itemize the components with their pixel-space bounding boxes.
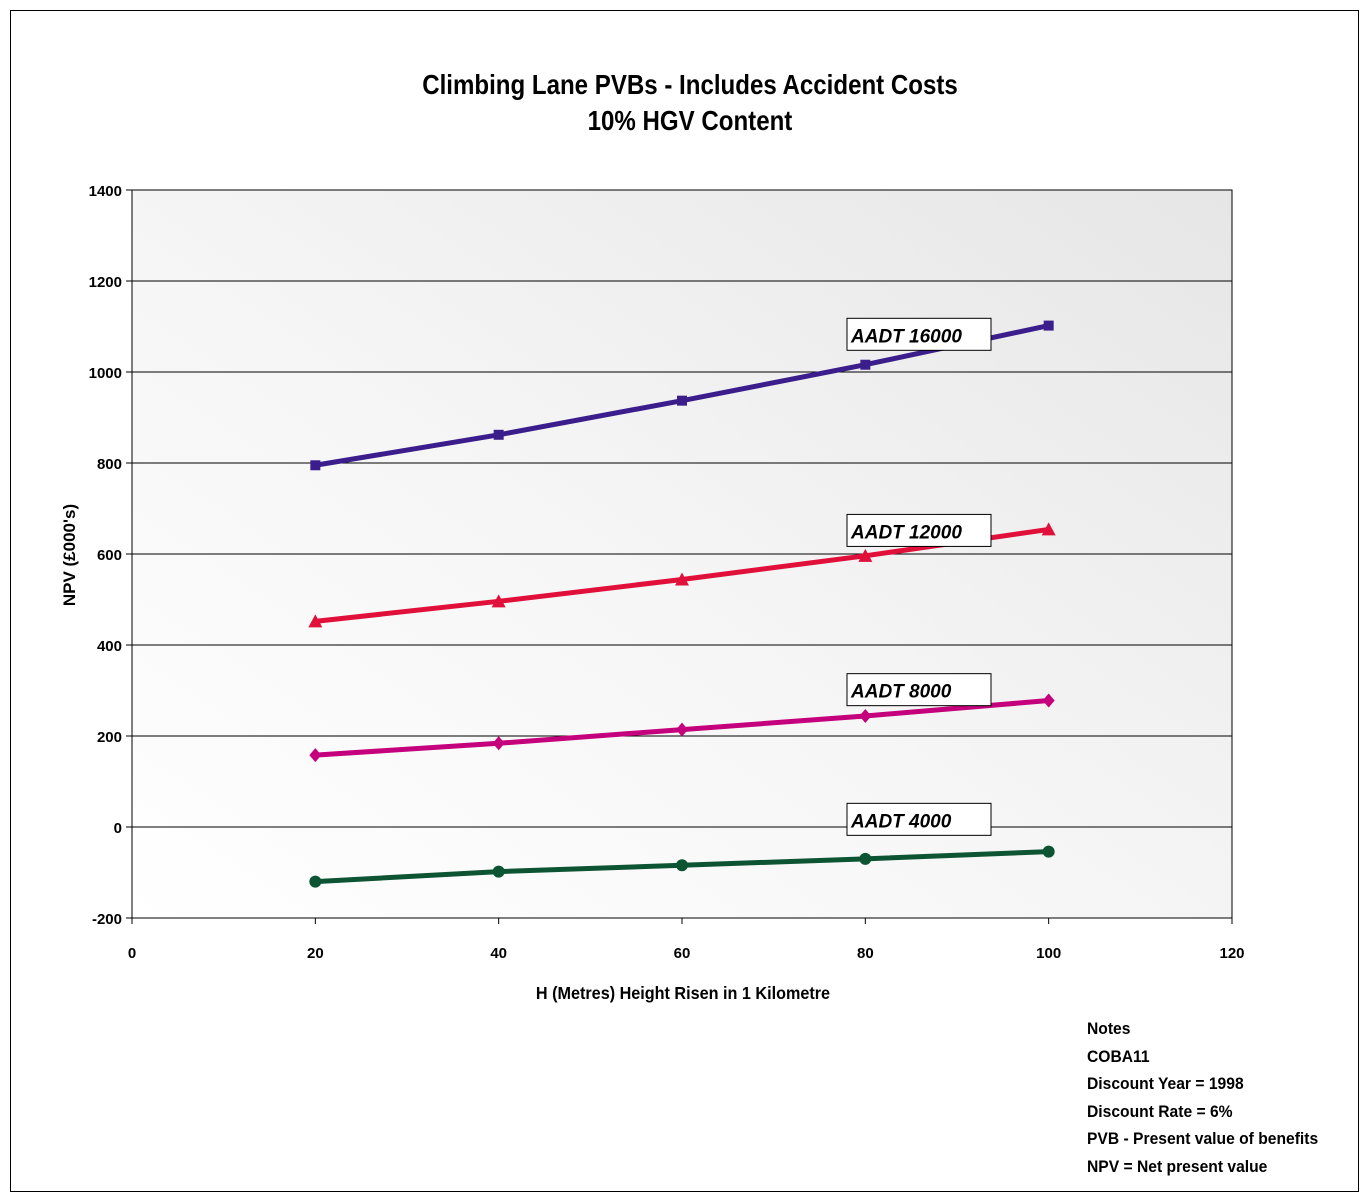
data-point [1042,845,1055,858]
data-point [860,359,871,370]
series-annotations: AADT 16000 AADT 12000 AADT 8000 AADT 4000 [846,317,992,836]
y-tick-label: -200 [92,911,122,928]
annotation-label: AADT 12000 [846,513,992,547]
data-point [310,460,321,471]
y-tick-label: 1000 [89,365,122,382]
data-point [676,722,688,737]
axes [126,189,1233,924]
data-point [1042,693,1055,708]
x-tick-label: 40 [490,945,507,962]
series-aadt-4000 [309,845,1055,888]
y-tick-label: 600 [97,547,122,564]
data-point [859,708,872,723]
y-tick-label: 1200 [89,274,122,291]
y-tick-label: 400 [97,638,122,655]
data-point [859,852,872,865]
notes-heading: Notes [1087,1019,1131,1038]
y-tick-label: 0 [114,820,122,837]
notes-item: Discount Rate = 6% [1087,1101,1233,1121]
chart-title: Climbing Lane PVBs - Includes Accident C… [422,68,958,100]
data-point [1041,522,1056,536]
annotation-text: AADT 8000 [850,682,952,703]
notes-item: NPV = Net present value [1087,1156,1268,1176]
data-point [309,875,322,888]
notes-item: COBA11 [1087,1046,1150,1066]
data-point [858,548,873,562]
annotation-box [846,317,992,351]
series-aadt-16000 [310,320,1054,471]
annotation-text: AADT 16000 [850,326,962,347]
series-aadt-8000 [309,693,1055,763]
data-point [676,859,688,872]
x-tick-label: 60 [674,945,691,962]
notes-block: Notes COBA11 Discount Year = 1998 Discou… [1087,1015,1318,1180]
data-point [675,572,689,586]
annotation-label: AADT 8000 [846,673,992,707]
y-axis-label: NPV (£000's) [60,504,79,606]
annotation-box [846,513,992,547]
series-aadt-12000 [308,522,1056,628]
annotation-text: AADT 12000 [850,522,962,543]
annotation-box [846,673,992,707]
x-tick-labels: 0 20 40 60 80 100 120 [128,945,1245,962]
data-point [308,614,323,628]
data-point [493,429,504,440]
annotation-text: AADT 4000 [850,811,952,832]
x-tick-label: 100 [1036,945,1061,962]
y-tick-label: 200 [97,729,122,746]
data-point [492,736,505,751]
chart-subtitle: 10% HGV Content [588,104,793,136]
y-tick-label: 1400 [89,183,122,200]
notes-item: PVB - Present value of benefits [1087,1129,1319,1148]
annotation-label: AADT 16000 [846,317,992,351]
x-tick-label: 20 [307,945,324,962]
data-point [309,748,322,763]
x-tick-label: 80 [857,945,874,962]
series-lines [308,320,1056,888]
annotation-label: AADT 4000 [846,802,992,836]
chart-title-group: Climbing Lane PVBs - Includes Accident C… [422,68,958,136]
x-tick-label: 120 [1219,945,1244,962]
data-point [491,594,506,608]
data-point [677,395,687,406]
x-axis-label: H (Metres) Height Risen in 1 Kilometre [536,983,830,1003]
x-tick-label: 0 [128,945,136,962]
y-tick-labels: -200 0 200 400 600 800 1000 1200 1400 [89,183,122,928]
data-point [1043,320,1054,331]
annotation-box [846,802,992,836]
y-tick-label: 800 [97,456,122,473]
notes-item: Discount Year = 1998 [1087,1074,1244,1093]
data-point [492,865,505,878]
